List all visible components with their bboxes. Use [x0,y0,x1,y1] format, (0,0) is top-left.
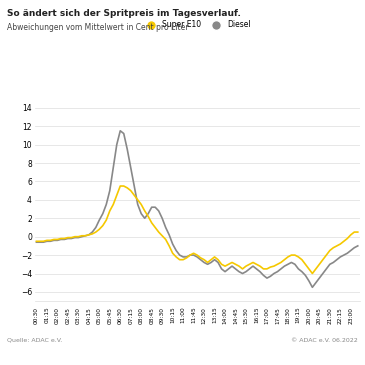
Text: Abweichungen vom Mittelwert in Cent pro Liter: Abweichungen vom Mittelwert in Cent pro … [7,23,189,32]
Legend: Super E10, Diesel: Super E10, Diesel [141,17,254,32]
Text: Quelle: ADAC e.V.: Quelle: ADAC e.V. [7,338,62,343]
Text: © ADAC e.V. 06.2022: © ADAC e.V. 06.2022 [291,338,358,343]
Text: So ändert sich der Spritpreis im Tagesverlauf.: So ändert sich der Spritpreis im Tagesve… [7,9,241,18]
